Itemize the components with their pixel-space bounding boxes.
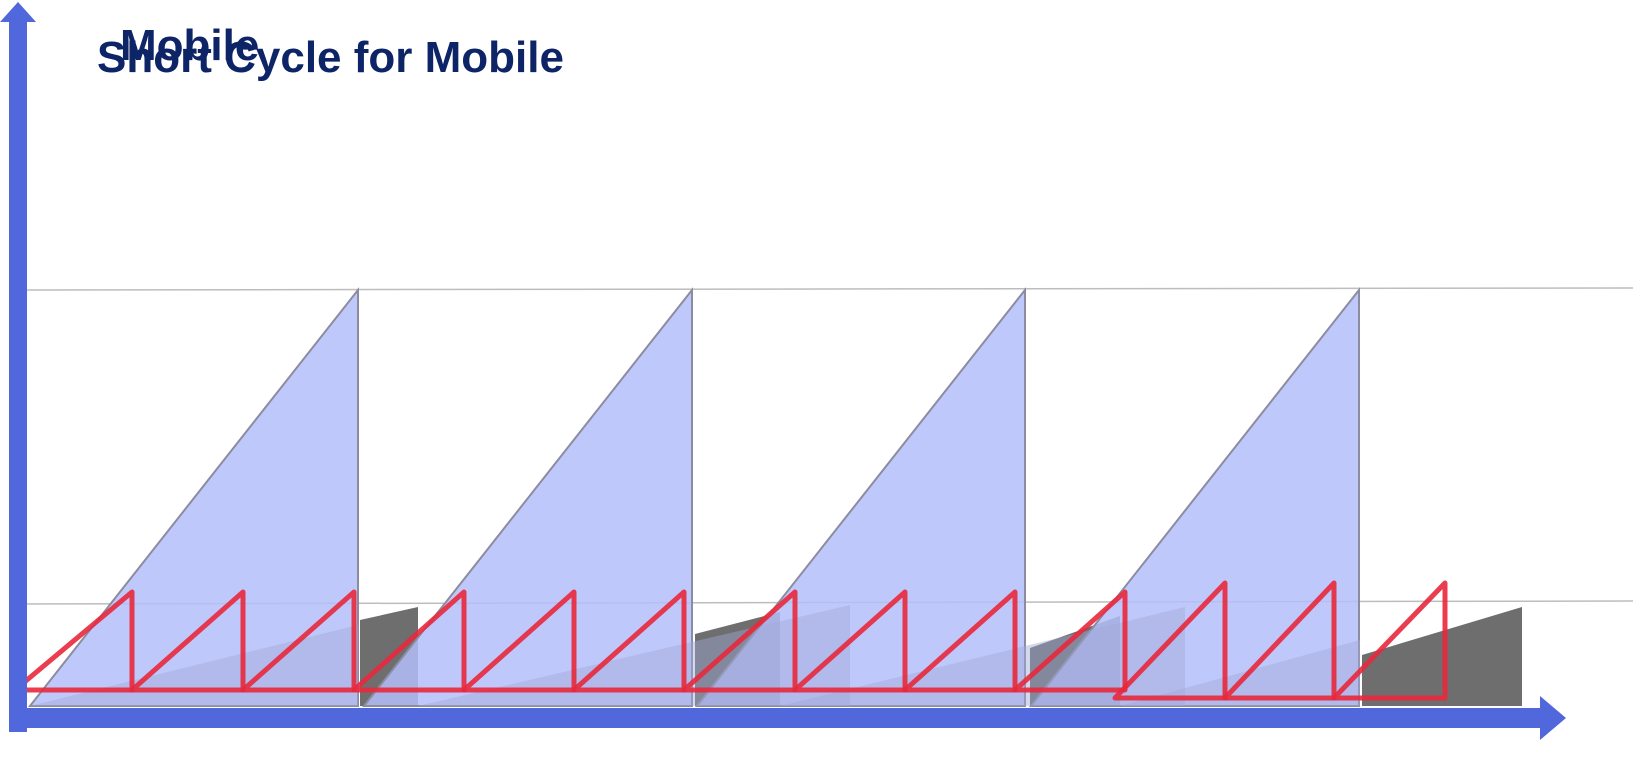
red-triangle (12, 589, 135, 693)
red-triangle (240, 589, 357, 693)
axes (0, 2, 1566, 740)
faint-wedge (418, 605, 850, 706)
x-axis (9, 708, 1544, 728)
x-axis-arrow (1540, 696, 1566, 740)
faint-wedge (30, 625, 358, 706)
overlay-title: Mobile (120, 21, 259, 70)
blue-shapes (27, 287, 1360, 707)
red-triangle (571, 589, 687, 693)
blue-triangle (27, 287, 359, 707)
y-axis (9, 20, 27, 732)
red-triangle (902, 589, 1018, 693)
red-triangle (1012, 589, 1128, 693)
title: Short Cycle for Mobile (97, 33, 564, 82)
red-triangle (461, 589, 577, 693)
grid-line (24, 287, 1633, 291)
red-triangle (351, 589, 467, 693)
blue-triangle (361, 287, 693, 707)
red-triangle (1112, 580, 1228, 701)
faint-wedge (1120, 640, 1360, 706)
blue-triangle (694, 287, 1026, 707)
red-triangle (1331, 580, 1448, 701)
red-triangle (681, 589, 798, 693)
red-triangle (792, 589, 908, 693)
red-shapes (12, 580, 1448, 701)
red-triangle (1222, 580, 1337, 701)
gray-wedge (1362, 607, 1522, 706)
y-axis-arrow (0, 2, 36, 22)
red-triangle (129, 589, 246, 693)
